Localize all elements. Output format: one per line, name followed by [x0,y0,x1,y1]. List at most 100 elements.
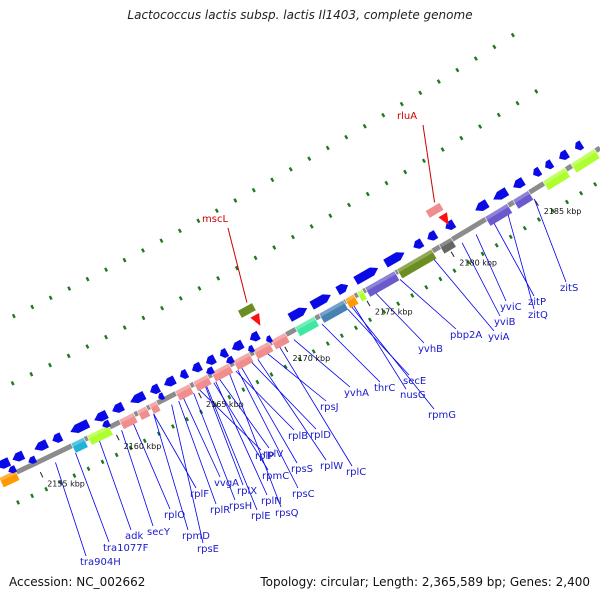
cds-block-shine [344,294,356,303]
leader-line [433,259,495,332]
cds-block [174,383,195,402]
track-dot [494,243,499,248]
track-dot [178,295,183,301]
gene-label-pbp2a: pbp2A [450,330,482,341]
cds-block [356,288,368,303]
track-dot [508,234,513,240]
track-dot [72,473,77,478]
track-dot [480,251,485,257]
track-dot [197,286,202,291]
leader-line [55,462,87,557]
gene-arrow [179,368,190,380]
track-dot [11,313,16,319]
track-dot [534,89,539,94]
cds-block [438,236,457,255]
outer-dot-track [10,32,598,505]
track-dot [288,166,293,172]
track-dot [328,213,333,219]
kbp-tick-mark [366,300,371,307]
kbp-tick-label: 2175 kbp [375,308,413,317]
gene-arrow [0,457,12,469]
track-dot [347,202,352,208]
genome-summary: Topology: circular; Length: 2,365,589 bp… [260,575,590,589]
gene-arrow [559,149,570,161]
gene-label-yvia: yviA [488,332,510,343]
gene-arrow [266,335,274,343]
gene-label-rpsj: rpsJ [320,402,339,413]
gene-arrow [287,307,308,322]
gene-label-nusg: nusG [400,390,426,401]
track-dot [510,32,515,38]
cds-block-shine [484,203,509,221]
track-dot [85,276,90,282]
gene-label-sece: secE [403,376,426,387]
track-dot [141,315,146,321]
cds-block-shine [396,249,434,273]
gene-label-yvha: yvhA [344,388,369,399]
leader-line [279,347,353,467]
cds-block-shine [294,316,316,331]
kbp-tick-label: 2180 kbp [459,258,497,267]
gene-label-yvhb: yvhB [418,344,443,355]
track-dot [579,190,584,196]
cds-block-shine [118,412,135,424]
gene-label-rplb: rplB [288,431,308,442]
track-dot [272,245,277,250]
gene-label-rplo: rplO [164,510,185,521]
highlight-arrow [438,212,449,226]
cds-block [484,203,514,227]
leader-line [75,452,110,543]
track-dot [48,295,53,301]
track-dot [564,199,570,205]
gene-label-rpsc: rpsC [292,489,315,500]
kbp-tick-label: 2185 kbp [544,207,582,216]
track-dot [214,208,219,214]
gene-arrow [335,283,349,295]
kbp-tick-mark [198,392,202,399]
leader-line [219,379,270,449]
track-dot [550,208,556,214]
leader-line [293,339,351,388]
track-dot [251,187,256,193]
gene-arrow [545,159,555,170]
gene-arrow [427,230,439,241]
leader-line [183,398,221,478]
track-dot [365,191,370,197]
track-dot [290,234,295,240]
gene-arrow [102,419,111,428]
gene-label-thrc: thrC [374,383,395,394]
leader-line [178,400,217,505]
gene-label-rpmd: rpmD [182,531,210,542]
track-dot [440,147,445,152]
gene-arrow [112,401,125,413]
track-dot [29,371,34,377]
gene-label-zits: zitS [560,283,578,294]
cds-block [318,299,349,324]
highlight-rlua: rluA [397,111,449,226]
label-leader-lines [55,198,567,557]
leader-line [267,353,327,402]
track-dot [58,480,63,485]
highlight-mscl: mscL [202,214,261,326]
track-dot [436,79,441,84]
leader-line [213,382,269,471]
gene-arrow [309,294,331,310]
gene-label-rpmc: rpmC [262,471,289,482]
gene-label-zitq: zitQ [528,310,548,321]
leader-line [533,198,567,283]
leader-line [351,306,435,410]
track-dot [307,156,312,162]
gene-label-rplx: rplX [237,486,257,497]
track-dot [492,44,497,50]
gene-label-zitp: zitP [528,297,546,308]
leader-line [507,214,535,310]
gene-label-tra1077f: tra1077F [103,543,149,554]
gene-label-adk: adk [125,531,143,542]
cds-block [148,400,162,415]
track-dot [496,112,501,118]
gene-arrow [383,252,405,268]
gene-label-vvga: vvgA [214,478,239,489]
track-dot [362,123,367,129]
